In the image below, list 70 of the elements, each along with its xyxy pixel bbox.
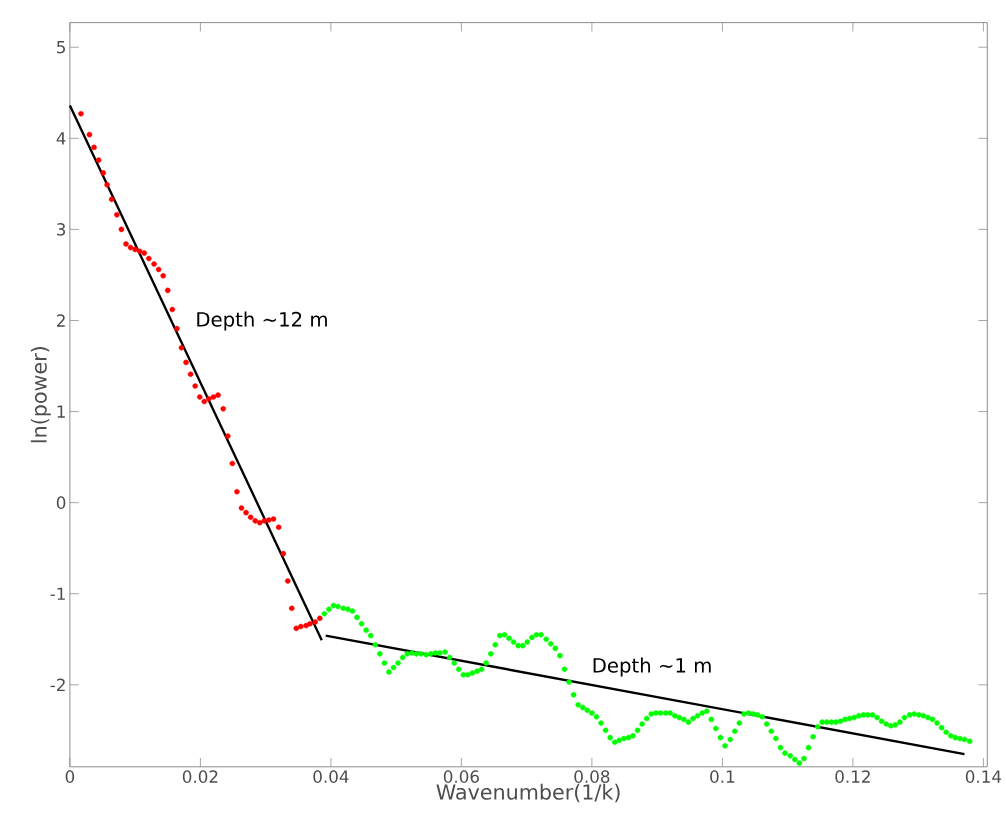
point [108,196,115,203]
point [280,551,287,557]
point [132,246,138,253]
y-tick-label: -1 [50,587,65,600]
point [141,250,148,256]
point [123,241,129,247]
point [114,212,120,218]
point [146,255,152,262]
point [151,261,157,267]
x-tick-label: 0.06 [443,770,479,784]
point [285,578,291,584]
x-tick-label: 0.14 [965,770,1002,784]
point [298,623,304,630]
point [160,273,166,279]
point [174,326,180,332]
point [225,433,231,440]
point [206,396,212,402]
x-tick-label: 0.02 [182,770,218,784]
point [78,111,84,117]
point [252,518,258,524]
y-tick-label: 5 [57,41,65,54]
point [288,605,295,612]
point [275,524,282,531]
point [307,621,313,627]
point [234,489,240,495]
point [169,306,176,313]
y-tick-label: 1 [57,405,65,418]
point [243,510,249,516]
y-tick-label: 3 [57,223,66,236]
annotation: Depth ~12 m [197,311,327,331]
point [183,359,189,366]
x-tick-label: 0.12 [835,770,870,784]
point [86,132,93,138]
point [100,170,106,176]
x-axis-title: Wavenumber(1/k) [436,783,620,803]
point [210,394,217,400]
point [270,516,277,522]
point [257,520,263,526]
y-tick-label: 4 [56,132,66,145]
point [312,619,318,625]
point [118,226,125,233]
point [136,248,143,255]
point [215,392,221,399]
y-axis-title: ln(power) [30,347,51,443]
x-tick-label: 0.1 [710,770,735,784]
point [95,157,102,164]
y-tick-label: 2 [56,314,65,327]
point [165,287,171,294]
point [187,371,194,378]
point [293,625,300,632]
point [220,406,226,412]
point [266,517,272,523]
annotation: Depth ~1 m [593,657,711,677]
point [196,394,203,400]
point [91,144,97,151]
x-tick-label: 0.08 [574,770,610,784]
point [178,345,185,351]
y-tick-label: 0 [56,496,66,510]
point [155,266,162,273]
point [104,182,110,188]
point [247,514,254,521]
x-tick-label: 0.04 [313,770,349,784]
point [229,460,236,467]
point [317,615,323,622]
point [238,505,245,512]
point [192,383,198,389]
point [201,398,208,405]
point [261,518,268,524]
y-tick-label: -2 [50,678,65,692]
point [127,245,134,251]
